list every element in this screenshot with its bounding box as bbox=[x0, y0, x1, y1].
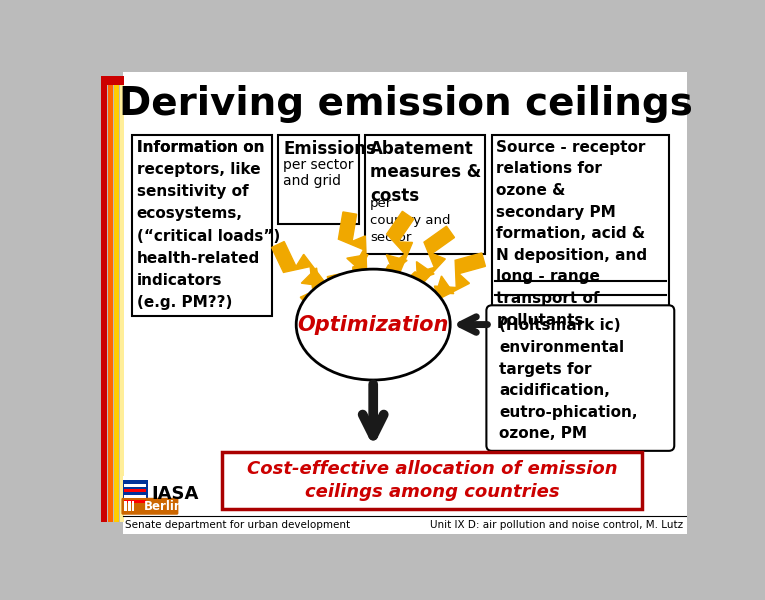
Polygon shape bbox=[389, 272, 422, 317]
Bar bbox=[278, 135, 360, 224]
Bar bbox=[125, 490, 146, 493]
Text: Abatement
measures &
costs: Abatement measures & costs bbox=[370, 140, 481, 205]
Ellipse shape bbox=[296, 269, 450, 380]
Bar bbox=[125, 500, 146, 503]
Text: Emissions: Emissions bbox=[283, 140, 376, 158]
Bar bbox=[114, 83, 119, 523]
Bar bbox=[125, 484, 146, 487]
Polygon shape bbox=[387, 211, 414, 275]
Text: (Holtsmark ic)
environmental
targets for
acidification,
eutro-phication,
ozone, : (Holtsmark ic) environmental targets for… bbox=[500, 319, 638, 442]
Text: Senate department for urban development: Senate department for urban development bbox=[125, 520, 350, 530]
Text: Optimization: Optimization bbox=[298, 314, 449, 335]
Text: ceilings among countries: ceilings among countries bbox=[304, 482, 559, 500]
FancyBboxPatch shape bbox=[122, 498, 178, 515]
Bar bbox=[132, 501, 135, 511]
Text: Cost-effective allocation of emission: Cost-effective allocation of emission bbox=[247, 460, 617, 478]
Bar bbox=[125, 495, 146, 498]
Polygon shape bbox=[369, 265, 399, 322]
Text: per sector
and grid: per sector and grid bbox=[283, 158, 353, 188]
Polygon shape bbox=[327, 274, 369, 318]
Text: Unit IX D: air pollution and noise control, M. Lutz: Unit IX D: air pollution and noise contr… bbox=[431, 520, 683, 530]
Polygon shape bbox=[307, 295, 324, 311]
Text: per
country and
sector: per country and sector bbox=[370, 197, 451, 244]
Polygon shape bbox=[435, 253, 486, 299]
FancyBboxPatch shape bbox=[487, 305, 674, 451]
Text: Information on
receptors, like
sensitivity of
ecosystems,
(“critical loads”)
hea: Information on receptors, like sensitivi… bbox=[137, 140, 280, 310]
Polygon shape bbox=[351, 268, 373, 284]
Bar bbox=[120, 83, 125, 523]
Polygon shape bbox=[347, 254, 368, 270]
Bar bbox=[102, 76, 125, 85]
Polygon shape bbox=[338, 212, 366, 271]
Polygon shape bbox=[416, 262, 435, 279]
Polygon shape bbox=[333, 275, 350, 293]
Bar bbox=[108, 83, 113, 523]
Polygon shape bbox=[272, 242, 325, 289]
Bar bbox=[132, 135, 272, 316]
Polygon shape bbox=[378, 269, 398, 286]
Text: Information on: Information on bbox=[137, 140, 265, 176]
Text: Berlin: Berlin bbox=[144, 500, 183, 513]
Bar bbox=[123, 480, 148, 505]
Text: Source - receptor
relations for
ozone &
secondary PM
formation, acid &
N deposit: Source - receptor relations for ozone & … bbox=[496, 140, 647, 328]
Polygon shape bbox=[401, 278, 418, 295]
Bar bbox=[125, 501, 127, 511]
Bar bbox=[366, 135, 485, 254]
Bar bbox=[123, 476, 207, 513]
Polygon shape bbox=[436, 276, 454, 293]
Bar bbox=[492, 135, 669, 316]
Polygon shape bbox=[301, 268, 319, 286]
Polygon shape bbox=[301, 292, 345, 323]
Bar bbox=[129, 501, 131, 511]
Polygon shape bbox=[386, 255, 407, 271]
Polygon shape bbox=[353, 267, 379, 316]
Bar bbox=[223, 452, 642, 509]
Bar bbox=[102, 83, 107, 523]
Text: Deriving emission ceilings: Deriving emission ceilings bbox=[119, 85, 692, 124]
Polygon shape bbox=[413, 226, 454, 285]
Text: IASA: IASA bbox=[151, 485, 199, 503]
